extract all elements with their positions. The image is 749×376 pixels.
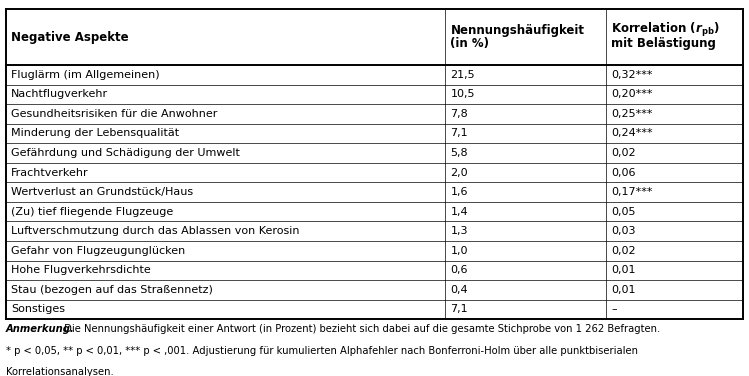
- Text: Sonstiges: Sonstiges: [11, 305, 65, 314]
- Text: Wertverlust an Grundstück/Haus: Wertverlust an Grundstück/Haus: [11, 187, 193, 197]
- Text: 0,25***: 0,25***: [611, 109, 652, 119]
- Text: Gefährdung und Schädigung der Umwelt: Gefährdung und Schädigung der Umwelt: [11, 148, 240, 158]
- Text: 0,24***: 0,24***: [611, 129, 653, 138]
- Text: 0,06: 0,06: [611, 168, 636, 177]
- Text: Fluglärm (im Allgemeinen): Fluglärm (im Allgemeinen): [11, 70, 160, 80]
- Text: 0,03: 0,03: [611, 226, 636, 236]
- Text: Nennungshäufigkeit: Nennungshäufigkeit: [450, 24, 584, 37]
- Text: Minderung der Lebensqualität: Minderung der Lebensqualität: [11, 129, 179, 138]
- Text: 7,1: 7,1: [450, 129, 468, 138]
- Text: 1,0: 1,0: [450, 246, 468, 256]
- Text: Negative Aspekte: Negative Aspekte: [11, 31, 129, 44]
- Text: 0,01: 0,01: [611, 265, 636, 275]
- Text: Stau (bezogen auf das Straßennetz): Stau (bezogen auf das Straßennetz): [11, 285, 213, 295]
- Text: 0,6: 0,6: [450, 265, 468, 275]
- Text: 2,0: 2,0: [450, 168, 468, 177]
- Text: mit Belästigung: mit Belästigung: [611, 38, 716, 50]
- Text: 0,4: 0,4: [450, 285, 468, 295]
- Text: Luftverschmutzung durch das Ablassen von Kerosin: Luftverschmutzung durch das Ablassen von…: [11, 226, 300, 236]
- Text: 5,8: 5,8: [450, 148, 468, 158]
- Text: Gefahr von Flugzeugunglücken: Gefahr von Flugzeugunglücken: [11, 246, 186, 256]
- Text: 21,5: 21,5: [450, 70, 475, 80]
- Text: 0,20***: 0,20***: [611, 89, 652, 99]
- Text: Gesundheitsrisiken für die Anwohner: Gesundheitsrisiken für die Anwohner: [11, 109, 218, 119]
- Text: 0,02: 0,02: [611, 246, 636, 256]
- Text: Frachtverkehr: Frachtverkehr: [11, 168, 89, 177]
- Text: 7,1: 7,1: [450, 305, 468, 314]
- Text: 0,32***: 0,32***: [611, 70, 652, 80]
- Text: 0,17***: 0,17***: [611, 187, 652, 197]
- Text: 7,8: 7,8: [450, 109, 468, 119]
- Text: 10,5: 10,5: [450, 89, 475, 99]
- Text: Hohe Flugverkehrsdichte: Hohe Flugverkehrsdichte: [11, 265, 151, 275]
- Text: 0,05: 0,05: [611, 207, 636, 217]
- Text: Anmerkung.: Anmerkung.: [6, 324, 75, 334]
- Text: (in %): (in %): [450, 38, 490, 50]
- Text: 1,4: 1,4: [450, 207, 468, 217]
- Text: 0,02: 0,02: [611, 148, 636, 158]
- Text: 1,6: 1,6: [450, 187, 468, 197]
- Text: * p < 0,05, ** p < 0,01, *** p < ,001. Adjustierung für kumulierten Alphafehler : * p < 0,05, ** p < 0,01, *** p < ,001. A…: [6, 346, 638, 356]
- Text: Nachtflugverkehr: Nachtflugverkehr: [11, 89, 109, 99]
- Text: 1,3: 1,3: [450, 226, 468, 236]
- Text: Korrelation ($\bfit{r}_{\mathbf{pb}}$): Korrelation ($\bfit{r}_{\mathbf{pb}}$): [611, 21, 720, 39]
- Text: 0,01: 0,01: [611, 285, 636, 295]
- Text: (Zu) tief fliegende Flugzeuge: (Zu) tief fliegende Flugzeuge: [11, 207, 174, 217]
- Text: –: –: [611, 305, 616, 314]
- Text: Korrelationsanalysen.: Korrelationsanalysen.: [6, 367, 114, 376]
- Text: Die Nennungshäufigkeit einer Antwort (in Prozent) bezieht sich dabei auf die ges: Die Nennungshäufigkeit einer Antwort (in…: [61, 324, 660, 334]
